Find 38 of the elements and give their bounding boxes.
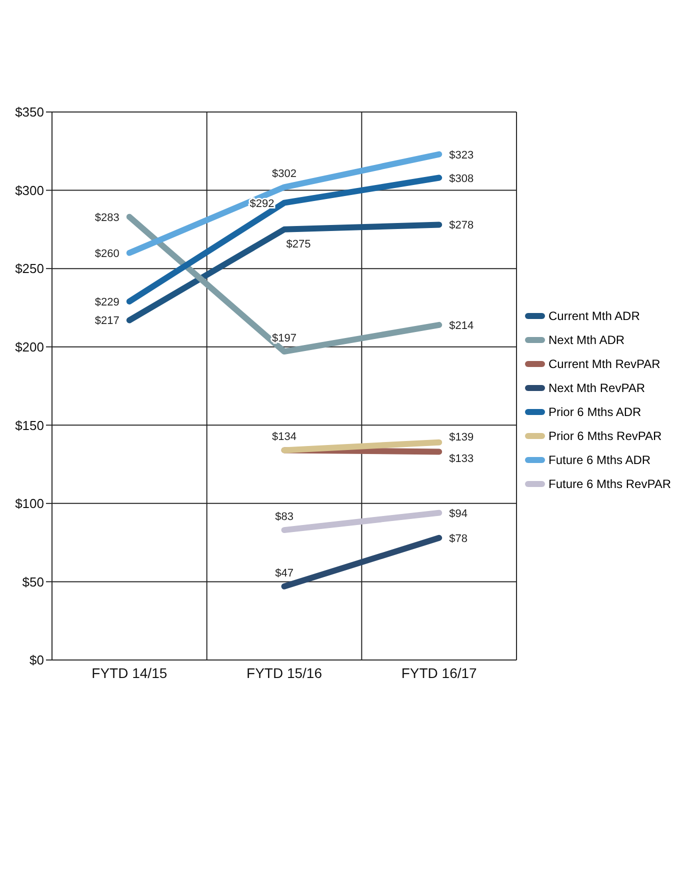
data-label: $47 — [275, 567, 294, 580]
data-label: $283 — [94, 212, 120, 224]
y-tick-label: $0 — [30, 652, 44, 668]
data-label: $323 — [449, 149, 474, 162]
y-tick-label: $200 — [15, 339, 44, 354]
x-tick-label: FYTD 16/17 — [401, 664, 478, 681]
data-label: $214 — [449, 320, 474, 332]
legend-label: Next Mth RevPAR — [548, 381, 645, 395]
data-label: $83 — [275, 511, 294, 524]
legend-label: Future 6 Mths ADR — [548, 453, 651, 467]
y-tick-label: $150 — [15, 418, 44, 433]
data-label: $260 — [94, 248, 120, 260]
data-label: $197 — [272, 332, 296, 345]
x-tick-label: FYTD 14/15 — [92, 664, 168, 681]
data-label: $278 — [449, 220, 474, 232]
data-label: $133 — [449, 452, 474, 465]
data-label: $217 — [94, 315, 120, 328]
legend-label: Current Mth RevPAR — [548, 357, 660, 371]
data-label: $134 — [272, 431, 296, 444]
legend-label: Next Mth ADR — [548, 333, 625, 347]
data-label: $308 — [449, 172, 474, 185]
data-label: $94 — [449, 508, 468, 520]
legend-label: Prior 6 Mths RevPAR — [548, 429, 662, 443]
data-label: $229 — [94, 296, 120, 308]
legend-label: Future 6 Mths RevPAR — [548, 477, 671, 491]
y-tick-label: $50 — [22, 574, 44, 590]
x-tick-label: FYTD 15/16 — [246, 664, 322, 681]
y-tick-label: $100 — [15, 496, 44, 512]
data-label: $275 — [286, 238, 311, 250]
y-tick-label: $350 — [15, 104, 44, 120]
legend-label: Current Mth ADR — [548, 309, 640, 323]
y-tick-label: $250 — [15, 261, 44, 276]
data-label: $78 — [449, 532, 468, 545]
data-label: $139 — [449, 431, 474, 444]
legend-label: Prior 6 Mths ADR — [548, 405, 642, 419]
data-label: $302 — [272, 168, 296, 180]
y-tick-label: $300 — [15, 182, 44, 198]
data-label: $292 — [250, 198, 274, 210]
